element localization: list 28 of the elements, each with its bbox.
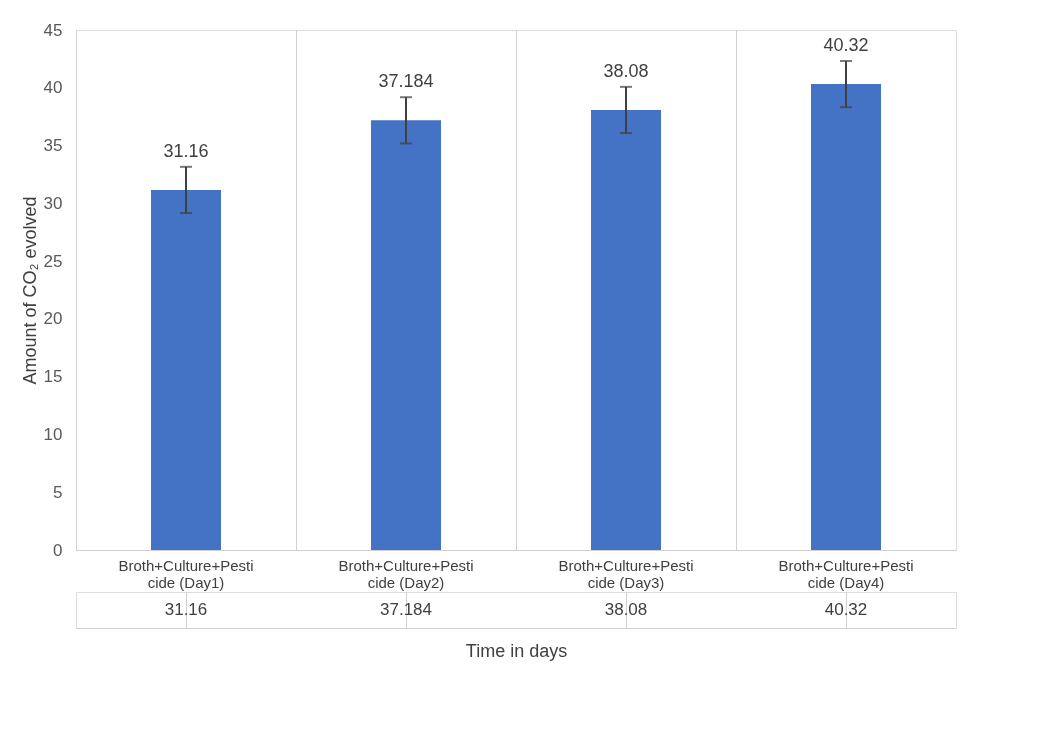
x-tick-label: Broth+Culture+Pesticide (Day4) [778, 556, 914, 591]
text: 31.16 [164, 600, 208, 619]
y-tick-label: 10 [43, 424, 63, 444]
x-tick-label: Broth+Culture+Pesticide (Day3) [558, 556, 694, 591]
y-tick-label: 45 [43, 20, 63, 40]
data-label: 37.184 [378, 71, 434, 92]
y-tick-label: 5 [53, 482, 63, 502]
data-label: 38.08 [603, 60, 649, 81]
y-tick-label: 40 [43, 78, 63, 98]
x-axis-title: Time in days [465, 640, 568, 661]
data-label: 31.16 [163, 140, 209, 161]
x-tick-label: Broth+Culture+Pesticide (Day1) [118, 556, 254, 591]
text: 37.184 [380, 600, 432, 619]
y-tick-label: 25 [43, 251, 63, 271]
y-tick-label: 30 [43, 193, 63, 213]
bar [151, 189, 221, 550]
text: 38.08 [604, 600, 648, 619]
bar [591, 109, 661, 550]
data-label: 40.32 [823, 34, 869, 55]
y-tick-label: 0 [53, 540, 63, 560]
bar [811, 84, 881, 550]
y-tick-label: 35 [43, 136, 63, 156]
y-axis-title: Amount of CO₂ evolved [19, 196, 40, 385]
text: 40.32 [824, 600, 868, 619]
y-tick-label: 20 [43, 309, 63, 329]
bar [371, 120, 441, 550]
y-tick-label: 15 [43, 367, 63, 387]
x-tick-label: Broth+Culture+Pesticide (Day2) [338, 556, 474, 591]
